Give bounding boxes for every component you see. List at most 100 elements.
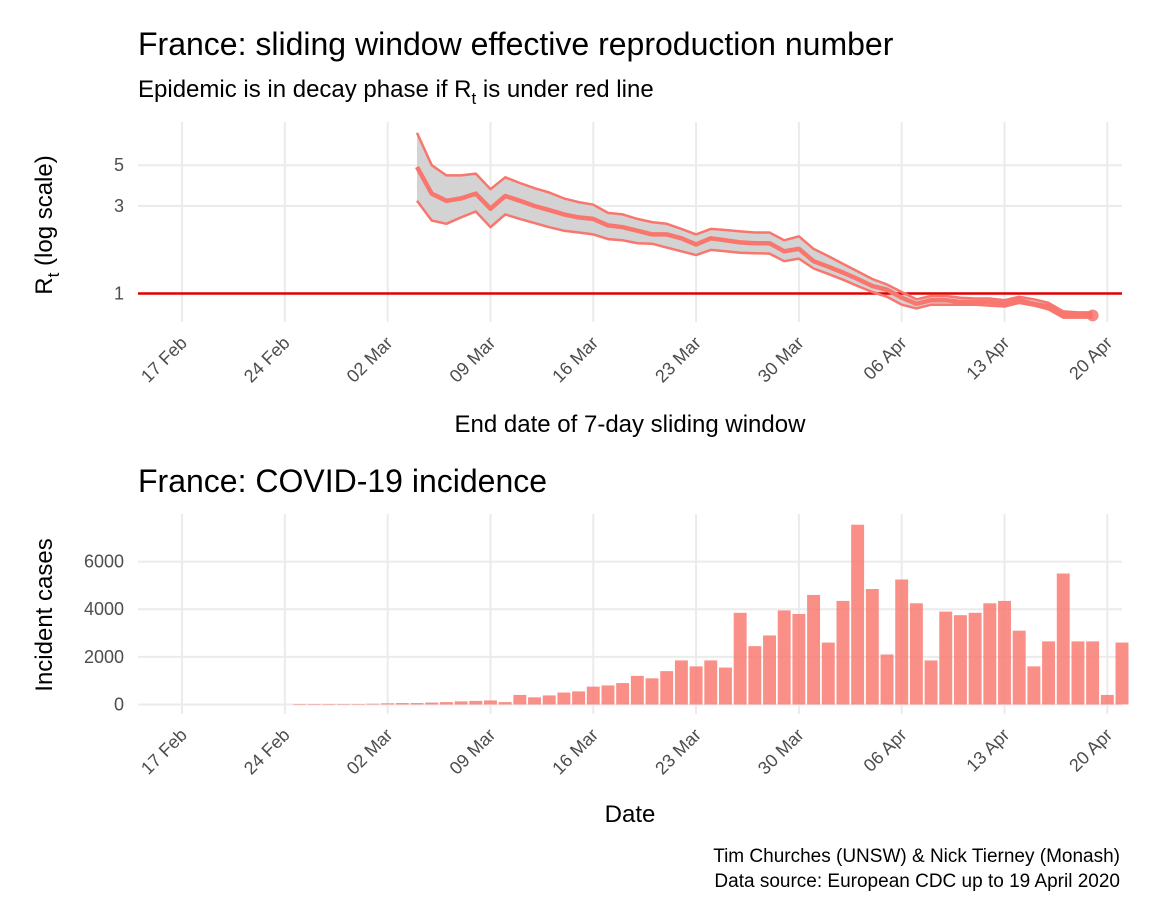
incidence-bar <box>1115 642 1129 705</box>
incidence-bar <box>895 579 909 705</box>
rt-x-tick-4: 16 Mar <box>548 333 602 387</box>
incidence-bar <box>719 667 732 705</box>
incidence-x-tick-1: 24 Feb <box>240 725 294 779</box>
incidence-y-tick-labels: 0 2000 4000 6000 <box>84 552 124 715</box>
incidence-bar <box>572 691 586 705</box>
rt-x-tick-6: 30 Mar <box>754 333 808 387</box>
rt-x-tick-0: 17 Feb <box>137 333 191 387</box>
rt-x-tick-7: 06 Apr <box>860 333 911 384</box>
incidence-bar <box>645 678 659 705</box>
incidence-bar <box>454 701 468 705</box>
rt-x-tick-1: 24 Feb <box>240 333 294 387</box>
incidence-bar <box>953 615 967 705</box>
rt-x-tick-3: 09 Mar <box>446 333 500 387</box>
incidence-bar <box>439 702 453 705</box>
incidence-bar <box>425 702 439 705</box>
incidence-bar <box>498 702 512 705</box>
incidence-y-axis-label: Incident cases <box>31 538 58 691</box>
incidence-bars <box>293 524 1129 705</box>
incidence-bar <box>528 697 541 705</box>
incidence-bar <box>1086 641 1100 705</box>
incidence-bar <box>674 660 688 705</box>
rt-lower-line <box>415 200 1093 319</box>
incidence-bar <box>586 686 600 705</box>
incidence-bar <box>293 704 307 705</box>
incidence-y-tick-3: 6000 <box>84 552 124 572</box>
rt-x-tick-2: 02 Mar <box>343 333 397 387</box>
incidence-bar <box>865 589 879 705</box>
subtitle-prefix: Epidemic is in decay phase if R <box>138 76 472 103</box>
incidence-y-tick-0: 0 <box>114 694 124 714</box>
rt-y-tick-2: 5 <box>114 155 124 175</box>
rt-upper-line <box>415 132 1093 314</box>
incidence-bar <box>630 675 644 705</box>
incidence-bar <box>542 695 556 705</box>
incidence-x-tick-0: 17 Feb <box>137 725 191 779</box>
rt-x-axis-label: End date of 7-day sliding window <box>455 411 807 438</box>
rt-y-tick-0: 1 <box>114 284 124 304</box>
incidence-bar <box>777 610 791 705</box>
rt-ylabel-main: R <box>31 277 58 294</box>
incidence-bar <box>601 685 615 705</box>
incidence-bar <box>557 692 571 705</box>
incidence-bar <box>366 703 380 705</box>
rt-ylabel-sub: t <box>44 272 63 277</box>
incidence-bar <box>513 694 527 705</box>
subtitle-suffix: is under red line <box>476 76 653 103</box>
incidence-y-tick-2: 4000 <box>84 599 124 619</box>
incidence-x-axis-label: Date <box>605 801 656 828</box>
incidence-bar <box>351 704 365 705</box>
incidence-chart-title: France: COVID-19 incidence <box>138 463 547 499</box>
incidence-x-tick-9: 20 Apr <box>1065 725 1116 776</box>
incidence-x-tick-2: 02 Mar <box>343 725 397 779</box>
rt-y-tick-1: 3 <box>114 196 124 216</box>
incidence-bar <box>322 704 336 705</box>
incidence-bar <box>807 594 821 705</box>
incidence-bar <box>792 614 806 705</box>
incidence-bar <box>939 611 953 705</box>
rt-x-tick-labels: 17 Feb 24 Feb 02 Mar 09 Mar 16 Mar 23 Mar 30 M… <box>137 333 1116 387</box>
rt-chart-title: France: sliding window effective reprodu… <box>138 26 894 62</box>
incidence-bar <box>1100 694 1114 705</box>
incidence-bar <box>924 660 938 705</box>
incidence-bar <box>1027 666 1041 705</box>
rt-chart-subtitle: Epidemic is in decay phase if Rt is unde… <box>138 76 654 108</box>
rt-series-lines <box>415 132 1099 322</box>
incidence-bar <box>851 524 865 705</box>
rt-x-tick-5: 23 Mar <box>651 333 705 387</box>
incidence-bar <box>836 600 850 705</box>
incidence-bar <box>469 700 483 705</box>
incidence-bar <box>704 660 718 705</box>
rt-x-tick-8: 13 Apr <box>962 333 1013 384</box>
rt-mean-line <box>415 165 1093 318</box>
incidence-bar <box>381 703 395 705</box>
incidence-bar <box>1042 641 1056 705</box>
incidence-x-tick-3: 09 Mar <box>446 725 500 779</box>
incidence-bar <box>733 612 747 705</box>
incidence-bar <box>1012 630 1026 705</box>
incidence-bar <box>968 612 982 705</box>
rt-ylabel-suffix: (log scale) <box>31 155 58 272</box>
incidence-x-tick-6: 30 Mar <box>754 725 808 779</box>
incidence-bar <box>1071 641 1085 705</box>
subtitle-subscript: t <box>472 89 477 108</box>
incidence-x-tick-8: 13 Apr <box>962 725 1013 776</box>
incidence-bar <box>983 603 997 705</box>
incidence-bar <box>337 704 351 705</box>
rt-plot-area: 1 3 5 17 Feb 24 Feb 02 Mar 09 Mar 16 Mar 23 Mar… <box>114 122 1122 386</box>
caption-authors: Tim Churches (UNSW) & Nick Tierney (Mona… <box>713 846 1120 867</box>
incidence-y-tick-1: 2000 <box>84 647 124 667</box>
incidence-bar <box>689 666 703 705</box>
incidence-bar <box>660 671 674 705</box>
incidence-x-tick-labels: 17 Feb 24 Feb 02 Mar 09 Mar 16 Mar 23 Mar 30 M… <box>137 725 1116 779</box>
incidence-bar <box>909 603 923 705</box>
rt-y-tick-labels: 1 3 5 <box>114 155 124 303</box>
incidence-bar <box>1056 573 1070 705</box>
incidence-bar <box>763 635 776 705</box>
incidence-bar <box>484 700 497 705</box>
incidence-bar <box>998 600 1011 705</box>
incidence-bar <box>880 654 894 705</box>
rt-confidence-ribbon <box>417 132 1093 318</box>
rt-last-point <box>1086 309 1099 322</box>
